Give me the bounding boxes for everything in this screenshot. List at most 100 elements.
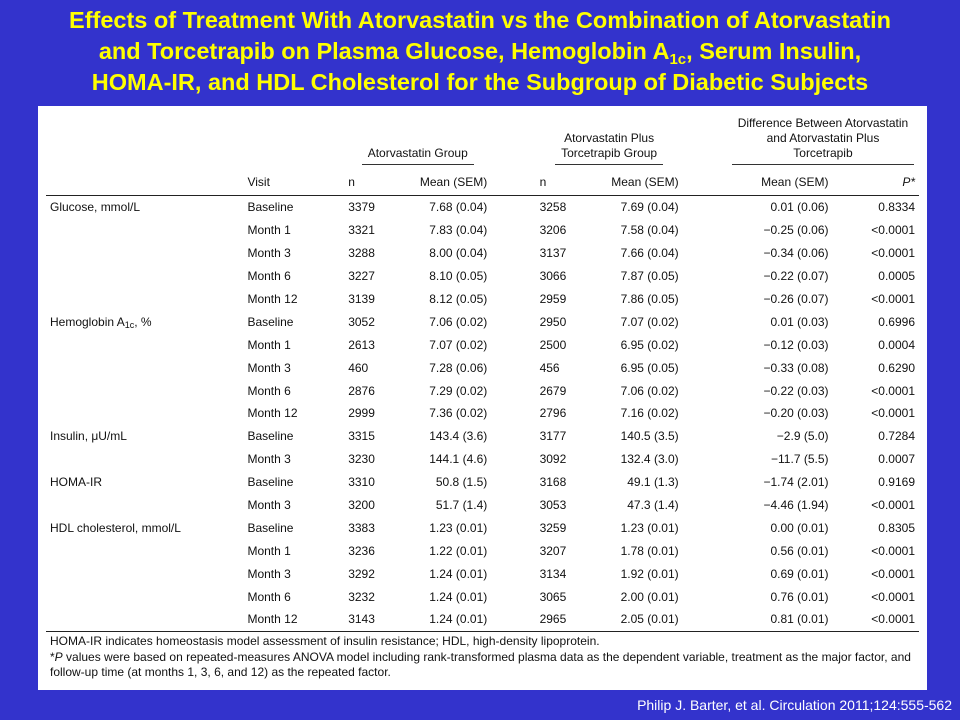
group-header-combo: Atorvastatin Plus Torcetrapib Group <box>536 106 683 168</box>
row-n-combo: 3259 <box>539 520 567 535</box>
row-visit: Month 6 <box>247 383 291 398</box>
row-mean-difference: 0.69 (0.01) <box>770 566 829 581</box>
row-mean-atorvastatin: 7.06 (0.02) <box>429 314 488 329</box>
table-row: Insulin, μU/mL Baseline 3315 143.4 (3.6) 317… <box>46 425 919 448</box>
row-mean-atorvastatin: 7.29 (0.02) <box>429 383 488 398</box>
row-mean-difference: −11.7 (5.5) <box>771 452 829 467</box>
table-row: Month 6 2876 7.29 (0.02) 2679 7.06 (0.02) −0.… <box>46 379 919 402</box>
table-row: Month 1 3321 7.83 (0.04) 3206 7.58 (0.04) −0.… <box>46 219 919 242</box>
row-visit: Month 3 <box>247 452 291 467</box>
row-p-value: 0.0005 <box>878 269 915 284</box>
row-n-atorvastatin: 3143 <box>344 608 393 632</box>
row-mean-difference: 0.01 (0.03) <box>770 314 829 329</box>
row-mean-atorvastatin: 143.4 (3.6) <box>429 429 488 444</box>
table-row: Glucose, mmol/L Baseline 3379 7.68 (0.04) 32… <box>46 196 919 219</box>
row-p-value: <0.0001 <box>832 608 919 632</box>
col-mean-atorvastatin: Mean (SEM) <box>392 168 492 196</box>
row-variable <box>46 288 243 311</box>
row-mean-atorvastatin: 1.24 (0.01) <box>429 589 488 604</box>
row-n-atorvastatin: 3288 <box>348 246 375 261</box>
row-p-value: <0.0001 <box>871 292 915 306</box>
row-mean-atorvastatin: 8.12 (0.05) <box>429 292 488 306</box>
row-p-value: 0.9169 <box>878 475 915 490</box>
row-mean-atorvastatin: 7.83 (0.04) <box>429 223 488 238</box>
footnotes: HOMA-IR indicates homeostasis model asse… <box>50 634 920 681</box>
row-mean-combo: 1.78 (0.01) <box>620 543 679 558</box>
row-n-atorvastatin: 3139 <box>348 292 375 306</box>
row-n-combo: 3066 <box>539 269 567 284</box>
row-variable <box>46 402 243 425</box>
row-mean-difference: 0.00 (0.01) <box>770 520 829 535</box>
row-p-value: <0.0001 <box>871 589 915 604</box>
row-n-atorvastatin: 3292 <box>348 566 375 581</box>
row-mean-combo: 7.69 (0.04) <box>620 200 679 215</box>
row-mean-combo: 7.87 (0.05) <box>620 269 679 284</box>
row-p-value: <0.0001 <box>871 246 915 261</box>
row-mean-combo: 1.92 (0.01) <box>620 566 679 581</box>
row-n-atorvastatin: 3321 <box>348 223 375 238</box>
row-mean-atorvastatin: 51.7 (1.4) <box>435 498 488 513</box>
row-mean-combo: 7.07 (0.02) <box>620 314 679 329</box>
row-n-atorvastatin: 3310 <box>348 475 375 490</box>
row-n-combo: 3053 <box>539 498 567 513</box>
table-row: Month 6 3227 8.10 (0.05) 3066 7.87 (0.05) −0.… <box>46 265 919 288</box>
row-variable <box>46 494 243 517</box>
row-mean-combo: 47.3 (1.4) <box>627 498 679 513</box>
title-line-3: HOMA-IR, and HDL Cholesterol for the Sub… <box>91 69 869 95</box>
row-p-value: <0.0001 <box>871 383 915 398</box>
row-visit: Baseline <box>247 200 294 215</box>
row-variable <box>46 448 243 471</box>
row-mean-atorvastatin: 8.10 (0.05) <box>429 269 488 284</box>
title-line-2a: and Torcetrapib on Plasma Glucose, Hemog… <box>98 38 670 64</box>
row-variable <box>46 265 243 288</box>
row-visit: Baseline <box>247 475 294 490</box>
row-variable <box>46 379 243 402</box>
row-visit: Baseline <box>247 520 294 535</box>
row-n-atorvastatin: 3236 <box>348 543 375 558</box>
row-mean-atorvastatin: 144.1 (4.6) <box>429 452 488 467</box>
column-header-row: Visit n Mean (SEM) n Mean (SEM) Mean (SE… <box>46 168 919 196</box>
row-n-atorvastatin: 3052 <box>348 314 375 329</box>
row-visit: Month 1 <box>247 337 291 352</box>
row-mean-combo: 7.66 (0.04) <box>620 246 679 261</box>
row-mean-difference: −1.74 (2.01) <box>763 475 829 490</box>
row-variable <box>46 539 243 562</box>
col-p-value: P* <box>832 168 919 196</box>
row-n-combo: 3207 <box>539 543 567 558</box>
row-n-atorvastatin: 3379 <box>348 200 375 215</box>
row-mean-difference: −0.22 (0.03) <box>763 383 829 398</box>
col-mean-difference: Mean (SEM) <box>726 168 833 196</box>
row-mean-atorvastatin: 7.36 (0.02) <box>429 406 488 421</box>
col-n-atorvastatin: n <box>344 168 393 196</box>
row-mean-difference: −0.34 (0.06) <box>763 246 829 261</box>
row-n-atorvastatin: 3227 <box>348 269 375 284</box>
row-mean-atorvastatin: 1.24 (0.01) <box>392 608 492 632</box>
row-mean-combo: 49.1 (1.3) <box>627 475 679 490</box>
slide-title: Effects of Treatment With Atorvastatin v… <box>0 5 960 98</box>
row-p-value: 0.6290 <box>878 360 915 375</box>
row-mean-combo: 140.5 (3.5) <box>620 429 679 444</box>
row-p-value: <0.0001 <box>871 406 915 421</box>
table-row: Month 3 3230 144.1 (4.6) 3092 132.4 (3.0) −11… <box>46 448 919 471</box>
row-n-combo: 3092 <box>539 452 567 467</box>
row-visit: Month 1 <box>247 223 291 238</box>
row-mean-combo: 7.06 (0.02) <box>620 383 679 398</box>
row-variable <box>46 608 244 632</box>
row-mean-combo: 7.58 (0.04) <box>620 223 679 238</box>
table-row: Month 1 3236 1.22 (0.01) 3207 1.78 (0.01) 0.5… <box>46 539 919 562</box>
row-mean-combo: 2.00 (0.01) <box>620 589 679 604</box>
row-p-value: <0.0001 <box>871 543 915 558</box>
row-n-combo: 3134 <box>539 566 567 581</box>
table-row: Month 3 3288 8.00 (0.04) 3137 7.66 (0.04) −0.… <box>46 242 919 265</box>
title-line-2b: , Serum Insulin, <box>686 38 862 64</box>
row-mean-atorvastatin: 1.22 (0.01) <box>429 543 488 558</box>
row-p-value: <0.0001 <box>871 566 915 581</box>
footnote-p-values: *P values were based on repeated-measure… <box>50 649 911 680</box>
row-p-value: <0.0001 <box>871 223 915 238</box>
row-visit: Month 12 <box>247 292 298 306</box>
row-n-combo: 2965 <box>535 608 584 632</box>
row-variable: Hemoglobin A1c, % <box>50 314 152 330</box>
row-n-combo: 3168 <box>539 475 567 490</box>
row-visit: Month 3 <box>247 498 291 513</box>
row-p-value: 0.8305 <box>878 520 915 535</box>
